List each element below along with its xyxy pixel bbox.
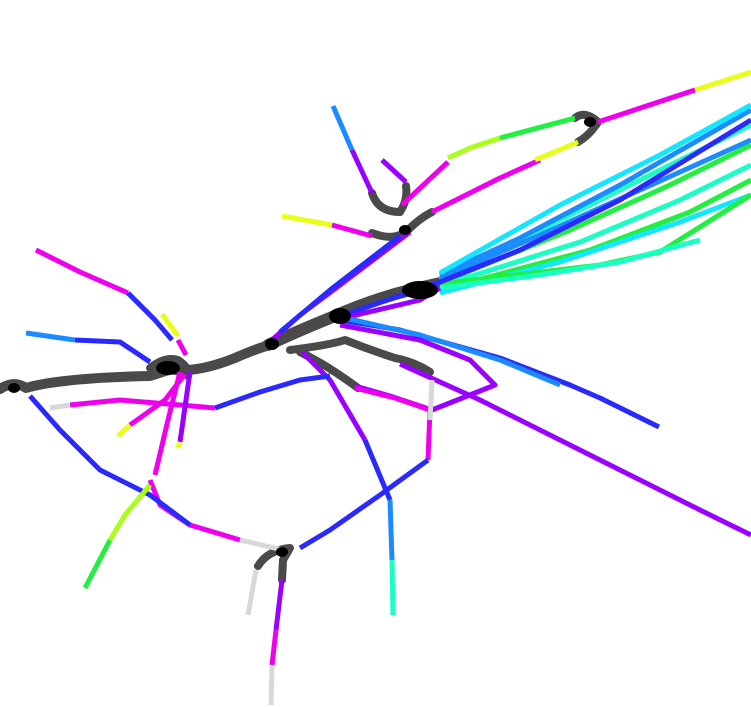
line-w-blue-3 [214,373,331,411]
trunk-south [254,544,294,584]
line-nw-magenta [331,222,373,239]
line-n-green [499,115,576,141]
line-ne-magenta-2 [430,157,542,215]
trunk-west-hub [146,355,193,380]
interchange-hubs [8,117,596,557]
line-sw-lime [107,483,152,542]
line-s-azure [387,499,395,561]
line-se-violet-long [398,361,751,538]
trunk-north-loop [368,182,411,216]
line-w-blue [126,291,174,342]
line-east-green-2 [439,177,751,293]
line-s-violet-down [273,579,285,631]
line-s-grey-west [239,537,284,553]
line-sw-magenta-2 [128,372,187,428]
hub-central [329,308,351,324]
line-ne-magenta [597,87,696,125]
line-nw-yellow [281,213,333,228]
line-w-magenta [34,247,130,296]
line-w-magenta-3 [69,397,216,411]
line-s-grey-down [268,664,275,706]
line-s-blue-2 [298,457,430,551]
line-east-aqua-2 [439,162,751,289]
line-n-magenta [400,160,450,207]
line-w-grey-short [49,402,71,411]
line-sw-green [82,538,113,590]
transit-lines [25,69,751,706]
hub-north [399,225,411,235]
hub-south [276,547,288,557]
line-s-grey [245,569,259,616]
line-s-violet [300,350,368,442]
line-w-blue-sw [28,394,192,527]
line-w-blue-2 [74,337,152,365]
line-w-yellow-short [159,312,181,338]
line-n-violet [349,148,375,195]
hub-north-east [584,117,596,127]
hub-east [402,281,438,299]
trunk-south-west [286,336,434,376]
hub-far-west [8,383,20,393]
line-east-cyan-2 [438,102,751,276]
line-n-diagonal-blue [278,234,402,334]
line-sw-violet [177,371,193,443]
line-east-aqua-3 [439,237,701,291]
line-s-magenta-west [147,479,241,543]
line-ne-yellow-2 [534,139,579,163]
line-s-magenta-down [269,629,279,666]
line-s-aqua [389,559,396,616]
line-n-azure [330,105,355,151]
line-s-magenta-loop [354,385,433,461]
line-east-azure-1 [439,137,751,281]
line-w-azure [25,330,76,343]
line-s-grey-short [427,379,435,421]
line-n-lime [446,135,501,161]
hub-central-west [265,338,279,350]
hub-west [156,361,180,375]
line-ese-azure [344,315,561,388]
trunk-corridors [0,110,602,584]
line-east-azure-2 [438,107,751,278]
line-sw-yellow-2 [116,423,132,438]
line-ne-yellow [694,69,751,93]
line-n-violet-2 [380,158,408,184]
line-sw-yellow [175,441,183,449]
line-w-magenta-2 [175,338,189,357]
